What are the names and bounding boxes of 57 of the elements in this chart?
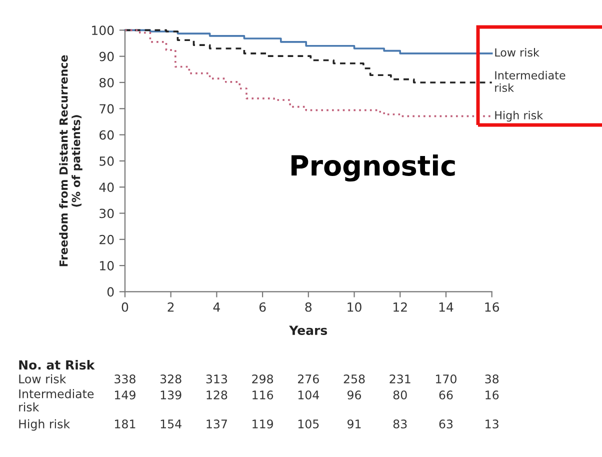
x-tick-label: 8 xyxy=(305,302,312,312)
text: 105 xyxy=(298,419,319,428)
text: 170 xyxy=(436,374,456,384)
x-axis-title: Years xyxy=(289,326,328,336)
text: Intermediate risk xyxy=(19,389,94,412)
text: 116 xyxy=(252,390,274,400)
text: 313 xyxy=(206,374,228,384)
text: 83 xyxy=(393,419,407,428)
text: 104 xyxy=(298,390,320,400)
text: 137 xyxy=(206,419,227,428)
text: 38 xyxy=(485,374,499,384)
y-tick-label: 70 xyxy=(100,104,114,114)
text: 258 xyxy=(344,374,365,384)
text: 66 xyxy=(439,390,453,400)
y-tick-label: 30 xyxy=(100,208,114,218)
text: Low risk xyxy=(19,374,66,384)
y-tick-label: 90 xyxy=(99,52,114,62)
x-tick-label: 4 xyxy=(213,302,220,312)
y-tick-label: 100 xyxy=(92,26,114,36)
x-tick-label: 16 xyxy=(485,302,499,312)
y-tick-label: 40 xyxy=(99,182,114,192)
x-tick-label: 12 xyxy=(394,302,407,312)
x-tick-label: 14 xyxy=(439,302,454,312)
series-label: Intermediate risk xyxy=(495,70,566,92)
series-label: Low risk xyxy=(495,48,540,57)
text: 16 xyxy=(486,390,499,400)
text: High risk xyxy=(19,419,70,431)
y-tick-label: 80 xyxy=(100,78,114,88)
x-tick-label: 6 xyxy=(259,302,266,312)
text: 298 xyxy=(252,374,274,384)
text: 63 xyxy=(439,419,453,428)
text: 231 xyxy=(390,374,410,384)
text: 96 xyxy=(347,390,362,400)
text: 128 xyxy=(206,390,228,400)
text: No. at Risk xyxy=(19,360,95,370)
y-tick-label: 60 xyxy=(100,130,114,140)
text: 328 xyxy=(160,374,182,384)
text: 149 xyxy=(115,390,136,400)
x-tick-label: 10 xyxy=(348,302,362,312)
y-tick-label: 50 xyxy=(100,156,114,166)
text: 338 xyxy=(114,374,136,384)
text: 181 xyxy=(115,419,136,428)
text: 276 xyxy=(298,374,319,384)
annotation: Prognostic xyxy=(292,154,455,182)
y-tick-label: 0 xyxy=(107,287,114,297)
text: 154 xyxy=(160,420,182,428)
text: 139 xyxy=(160,390,182,400)
text: 13 xyxy=(486,419,498,428)
text: 119 xyxy=(252,419,273,428)
text: 91 xyxy=(347,419,361,428)
y-tick-label: 20 xyxy=(100,234,114,244)
y-axis-title: Freedom from Distant Recurrence (% of patients) xyxy=(59,55,82,266)
x-tick-label: 0 xyxy=(122,302,128,312)
y-tick-label: 10 xyxy=(100,261,114,270)
series-label: High risk xyxy=(495,110,544,122)
text: 80 xyxy=(393,390,407,400)
x-tick-label: 2 xyxy=(168,302,174,312)
